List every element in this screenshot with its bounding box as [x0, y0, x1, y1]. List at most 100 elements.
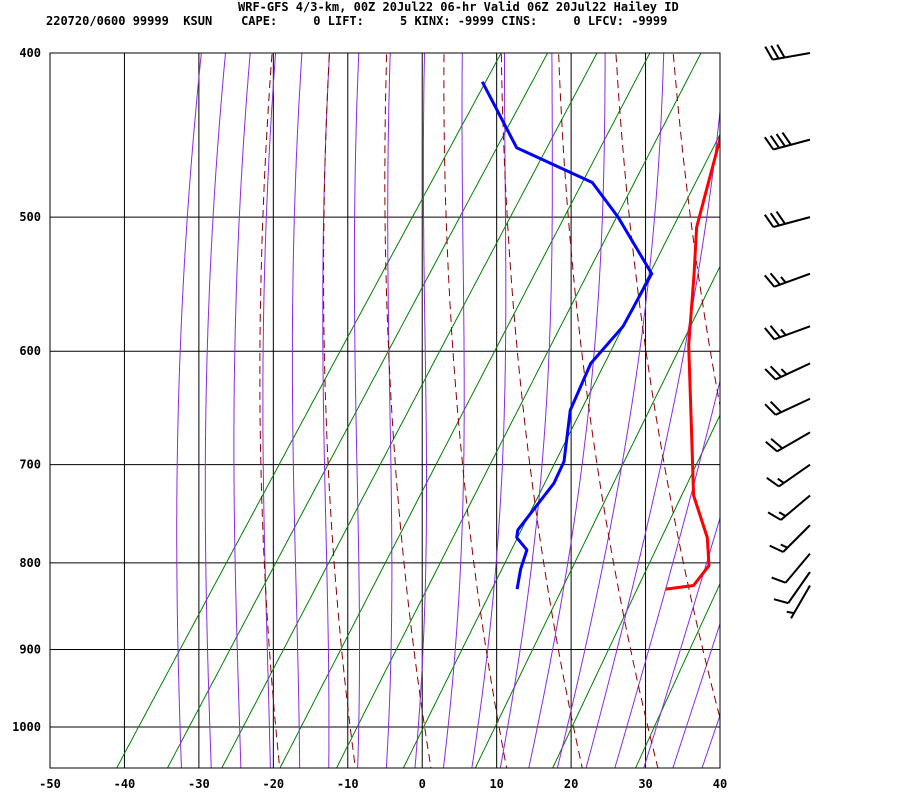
- dry-adiabat: [323, 53, 356, 768]
- wind-barb-shaft: [773, 272, 811, 288]
- wind-barb-feather: [769, 544, 784, 553]
- wind-barb-half-feather: [786, 610, 795, 615]
- dry-adiabat: [500, 53, 583, 768]
- y-tick-label: 500: [19, 210, 41, 224]
- wind-barb-feather: [781, 131, 792, 146]
- moist-adiabat: [204, 53, 227, 768]
- wind-barb-shaft: [773, 325, 811, 341]
- wind-barb-shaft: [778, 463, 811, 488]
- wind-barb-half-feather: [780, 543, 788, 549]
- temperature-trace: [665, 133, 720, 591]
- mixing-ratio-line: [552, 413, 720, 768]
- wind-barb-feather: [769, 325, 781, 338]
- wind-barbs: [764, 44, 811, 619]
- moist-adiabats: [176, 15, 900, 783]
- plot-frame: [49, 52, 721, 769]
- wind-barb: [764, 397, 811, 416]
- wind-barb-shaft: [776, 431, 811, 453]
- moist-adiabat: [701, 713, 720, 768]
- wind-barb-feather: [769, 365, 782, 378]
- moist-adiabat: [614, 378, 720, 768]
- wind-barb-feather: [769, 135, 780, 149]
- x-tick-label: -30: [188, 777, 210, 791]
- dry-adiabat: [840, 15, 900, 783]
- moist-adiabat: [291, 53, 303, 768]
- x-tick-label: -50: [39, 777, 61, 791]
- wind-barb: [764, 325, 811, 341]
- y-tick-label: 700: [19, 458, 41, 472]
- moist-adiabat: [726, 15, 900, 783]
- wind-barb: [786, 584, 811, 619]
- mixing-ratio-line: [402, 133, 720, 768]
- station-indices-line: 220720/0600 99999 KSUN CAPE: 0 LIFT: 5 K…: [46, 14, 668, 28]
- wind-barb-half-feather: [780, 368, 788, 376]
- wind-barb-shaft: [773, 138, 811, 151]
- wind-barb: [764, 131, 811, 151]
- moist-adiabat: [176, 53, 202, 768]
- wind-barb: [764, 362, 811, 381]
- y-tick-label: 800: [19, 556, 41, 570]
- mixing-ratio-line: [116, 53, 502, 768]
- wind-barb-shaft: [773, 216, 811, 228]
- wind-barb-half-feather: [780, 328, 787, 336]
- dry-adiabat: [558, 53, 659, 768]
- dry-adiabat: [783, 15, 900, 783]
- wind-barb-feather: [765, 441, 778, 453]
- wind-barb-shaft: [775, 397, 811, 416]
- dry-adiabat: [672, 53, 720, 409]
- x-tick-label: 0: [419, 777, 426, 791]
- chart-title: WRF-GFS 4/3-km, 00Z 20Jul22 06-hr Valid …: [238, 0, 679, 14]
- dry-adiabat: [443, 53, 508, 768]
- dry-adiabat: [259, 53, 281, 768]
- dewpoint-trace: [480, 81, 654, 590]
- dry-adiabat: [896, 15, 900, 783]
- moist-adiabat: [585, 106, 720, 768]
- moist-adiabat: [499, 53, 553, 768]
- wind-barb-half-feather: [778, 511, 787, 517]
- wind-barb-feather: [776, 44, 786, 58]
- moist-adiabat: [262, 53, 277, 768]
- wind-barb: [767, 494, 811, 521]
- wind-barb: [773, 571, 811, 605]
- wind-barb-feather: [764, 368, 777, 381]
- x-tick-label: 40: [713, 777, 727, 791]
- moist-adiabat: [233, 53, 251, 768]
- wind-barb-shaft: [782, 524, 811, 553]
- x-tick-label: 10: [489, 777, 503, 791]
- wind-barb: [771, 552, 811, 584]
- moist-adiabat: [643, 516, 720, 768]
- sounding-traces: [480, 81, 720, 591]
- mixing-ratio-line: [221, 53, 598, 768]
- moist-adiabat: [528, 53, 606, 768]
- wind-barb: [764, 211, 811, 228]
- wind-barb-feather: [773, 598, 789, 605]
- wind-barb-half-feather: [780, 276, 787, 284]
- mixing-ratio-line: [474, 265, 720, 768]
- wind-barb-feather: [767, 511, 782, 521]
- wind-barb-feather: [769, 212, 780, 226]
- x-tick-label: -20: [262, 777, 284, 791]
- wind-barb-shaft: [775, 362, 811, 381]
- wind-barb: [764, 44, 811, 61]
- wind-barb-shaft: [772, 52, 811, 61]
- moist-adiabat: [414, 53, 427, 768]
- x-tick-label: 20: [564, 777, 578, 791]
- x-tick-label: 30: [638, 777, 652, 791]
- wind-barb: [769, 524, 811, 553]
- mixing-ratio-line: [635, 582, 720, 768]
- moist-adiabat: [672, 622, 720, 768]
- x-tick-label: -10: [337, 777, 359, 791]
- wind-barb-feather: [771, 576, 786, 584]
- wind-barb: [766, 463, 811, 488]
- wind-barb-feather: [775, 211, 786, 225]
- wind-barb-shaft: [784, 552, 811, 584]
- wind-barb: [764, 272, 811, 288]
- moist-adiabat: [322, 53, 331, 768]
- wind-barb-feather: [769, 400, 782, 413]
- wind-barb-half-feather: [777, 477, 785, 484]
- wind-barb-feather: [769, 272, 781, 286]
- moist-adiabat: [556, 53, 665, 768]
- y-tick-labels: 400 500 600 700 800 900 1000: [12, 46, 41, 734]
- moist-adiabat: [385, 53, 393, 768]
- y-tick-label: 400: [19, 46, 41, 60]
